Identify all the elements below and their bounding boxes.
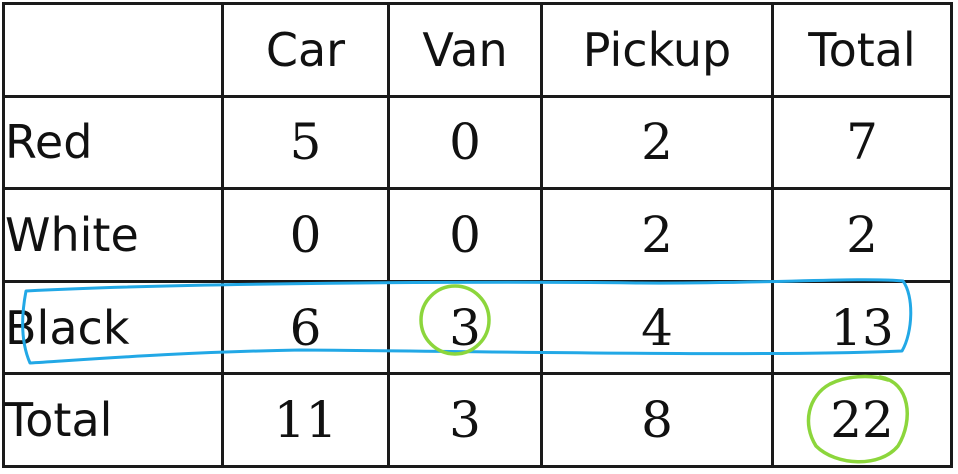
corner-cell — [2, 2, 224, 98]
cell-black-car: 6 — [221, 279, 390, 376]
cell-white-car: 0 — [221, 187, 390, 283]
cell-white-van: 0 — [387, 187, 543, 283]
column-header-van: Van — [387, 2, 543, 98]
table-row: White 0 0 2 2 — [2, 187, 953, 283]
row-label-red: Red — [2, 94, 224, 191]
table-row: Black 6 3 4 13 — [2, 279, 953, 376]
cell-total-pickup: 8 — [540, 372, 774, 468]
cell-red-total: 7 — [771, 94, 953, 191]
cell-total-van: 3 — [387, 372, 543, 468]
cell-black-van: 3 — [387, 279, 543, 376]
cell-black-pickup: 4 — [540, 279, 774, 376]
column-header-pickup: Pickup — [540, 2, 774, 98]
row-label-total: Total — [2, 372, 224, 468]
cell-red-car: 5 — [221, 94, 390, 191]
column-header-car: Car — [221, 2, 390, 98]
table-row: Red 5 0 2 7 — [2, 94, 953, 191]
row-label-white: White — [2, 187, 224, 283]
column-header-total: Total — [771, 2, 953, 98]
header-row: Car Van Pickup Total — [2, 2, 953, 98]
cell-total-car: 11 — [221, 372, 390, 468]
cell-white-total: 2 — [771, 187, 953, 283]
row-label-black: Black — [2, 279, 224, 376]
cell-red-pickup: 2 — [540, 94, 774, 191]
cell-black-total: 13 — [771, 279, 953, 376]
cell-red-van: 0 — [387, 94, 543, 191]
cell-total-total: 22 — [771, 372, 953, 468]
cell-white-pickup: 2 — [540, 187, 774, 283]
table-row: Total 11 3 8 22 — [2, 372, 953, 468]
two-way-table: Car Van Pickup Total Red 5 0 2 7 White 0… — [2, 2, 953, 468]
